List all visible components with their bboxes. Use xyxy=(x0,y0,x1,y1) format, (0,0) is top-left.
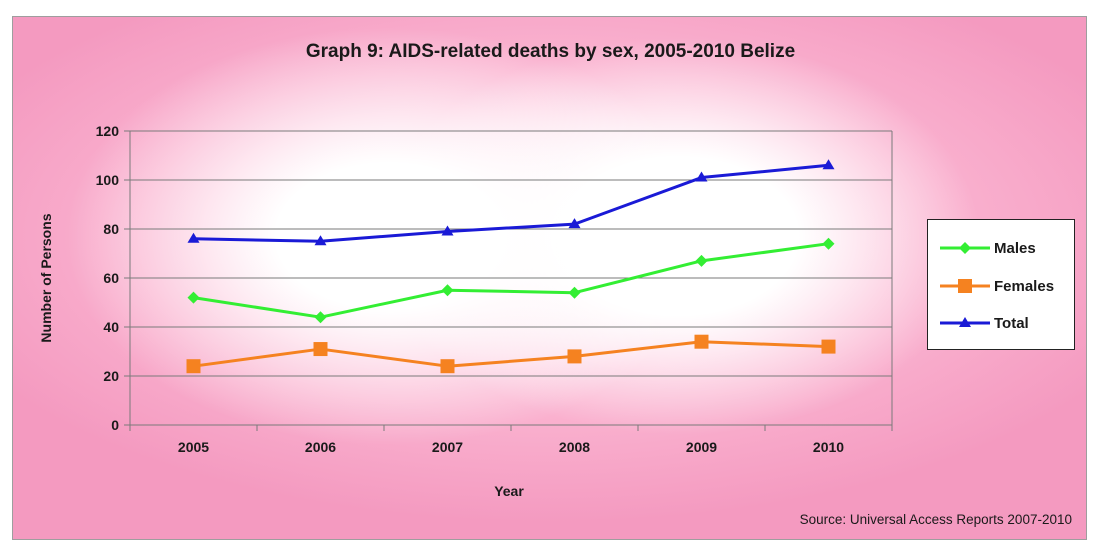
legend-marker-total xyxy=(959,317,971,327)
data-point-males xyxy=(314,311,327,324)
x-tick-label: 2005 xyxy=(178,439,209,455)
legend-item-total: Total xyxy=(936,313,1029,333)
data-point-males xyxy=(822,237,835,250)
data-point-total xyxy=(314,235,327,246)
legend-item-males: Males xyxy=(936,238,1036,258)
series-line-total xyxy=(193,163,829,243)
y-tick-label: 20 xyxy=(103,368,119,384)
x-tick-label: 2009 xyxy=(686,439,717,455)
series-line-males xyxy=(193,242,829,319)
data-point-females xyxy=(313,342,328,357)
y-tick-label: 100 xyxy=(96,172,120,188)
y-tick-label: 80 xyxy=(103,221,119,237)
legend: Males Females Total xyxy=(927,219,1075,350)
chart-frame: Graph 9: AIDS-related deaths by sex, 200… xyxy=(12,16,1087,540)
source-note: Source: Universal Access Reports 2007-20… xyxy=(799,512,1072,527)
legend-label-females: Females xyxy=(994,277,1055,295)
y-axis-title: Number of Persons xyxy=(38,213,54,342)
legend-item-females: Females xyxy=(936,276,1054,296)
y-tick-label: 120 xyxy=(96,123,120,139)
data-point-total xyxy=(822,159,835,170)
legend-swatch-females xyxy=(936,276,994,296)
legend-label-total: Total xyxy=(994,314,1029,332)
data-point-females xyxy=(821,339,836,354)
legend-marker-males xyxy=(959,242,971,254)
data-point-males xyxy=(187,291,200,304)
series-line-females xyxy=(193,340,829,368)
data-point-males xyxy=(568,286,581,299)
data-point-total xyxy=(187,232,200,243)
data-point-females xyxy=(694,334,709,349)
x-tick-label: 2010 xyxy=(813,439,844,455)
y-tick-label: 40 xyxy=(103,319,119,335)
legend-label-males: Males xyxy=(994,239,1036,257)
data-point-females xyxy=(567,349,582,364)
x-tick-label: 2008 xyxy=(559,439,590,455)
data-point-males xyxy=(695,254,708,267)
legend-swatch-total xyxy=(936,313,994,333)
plot-area: 0 20 40 60 80 100 120 2005 2006 2007 2008 2009 2010 Y… xyxy=(38,123,893,499)
chart-title: Graph 9: AIDS-related deaths by sex, 200… xyxy=(305,41,796,62)
data-point-males xyxy=(441,284,454,297)
x-tick-label: 2007 xyxy=(432,439,463,455)
data-point-females xyxy=(186,359,201,374)
data-point-total xyxy=(568,218,581,229)
x-tick-label: 2006 xyxy=(305,439,336,455)
data-point-total xyxy=(695,171,708,182)
y-tick-label: 60 xyxy=(103,270,119,286)
data-point-total xyxy=(441,225,454,236)
legend-marker-females xyxy=(958,279,972,293)
legend-swatch-males xyxy=(936,238,994,258)
data-point-females xyxy=(440,359,455,374)
x-axis-title: Year xyxy=(494,483,524,499)
y-tick-label: 0 xyxy=(111,417,119,433)
